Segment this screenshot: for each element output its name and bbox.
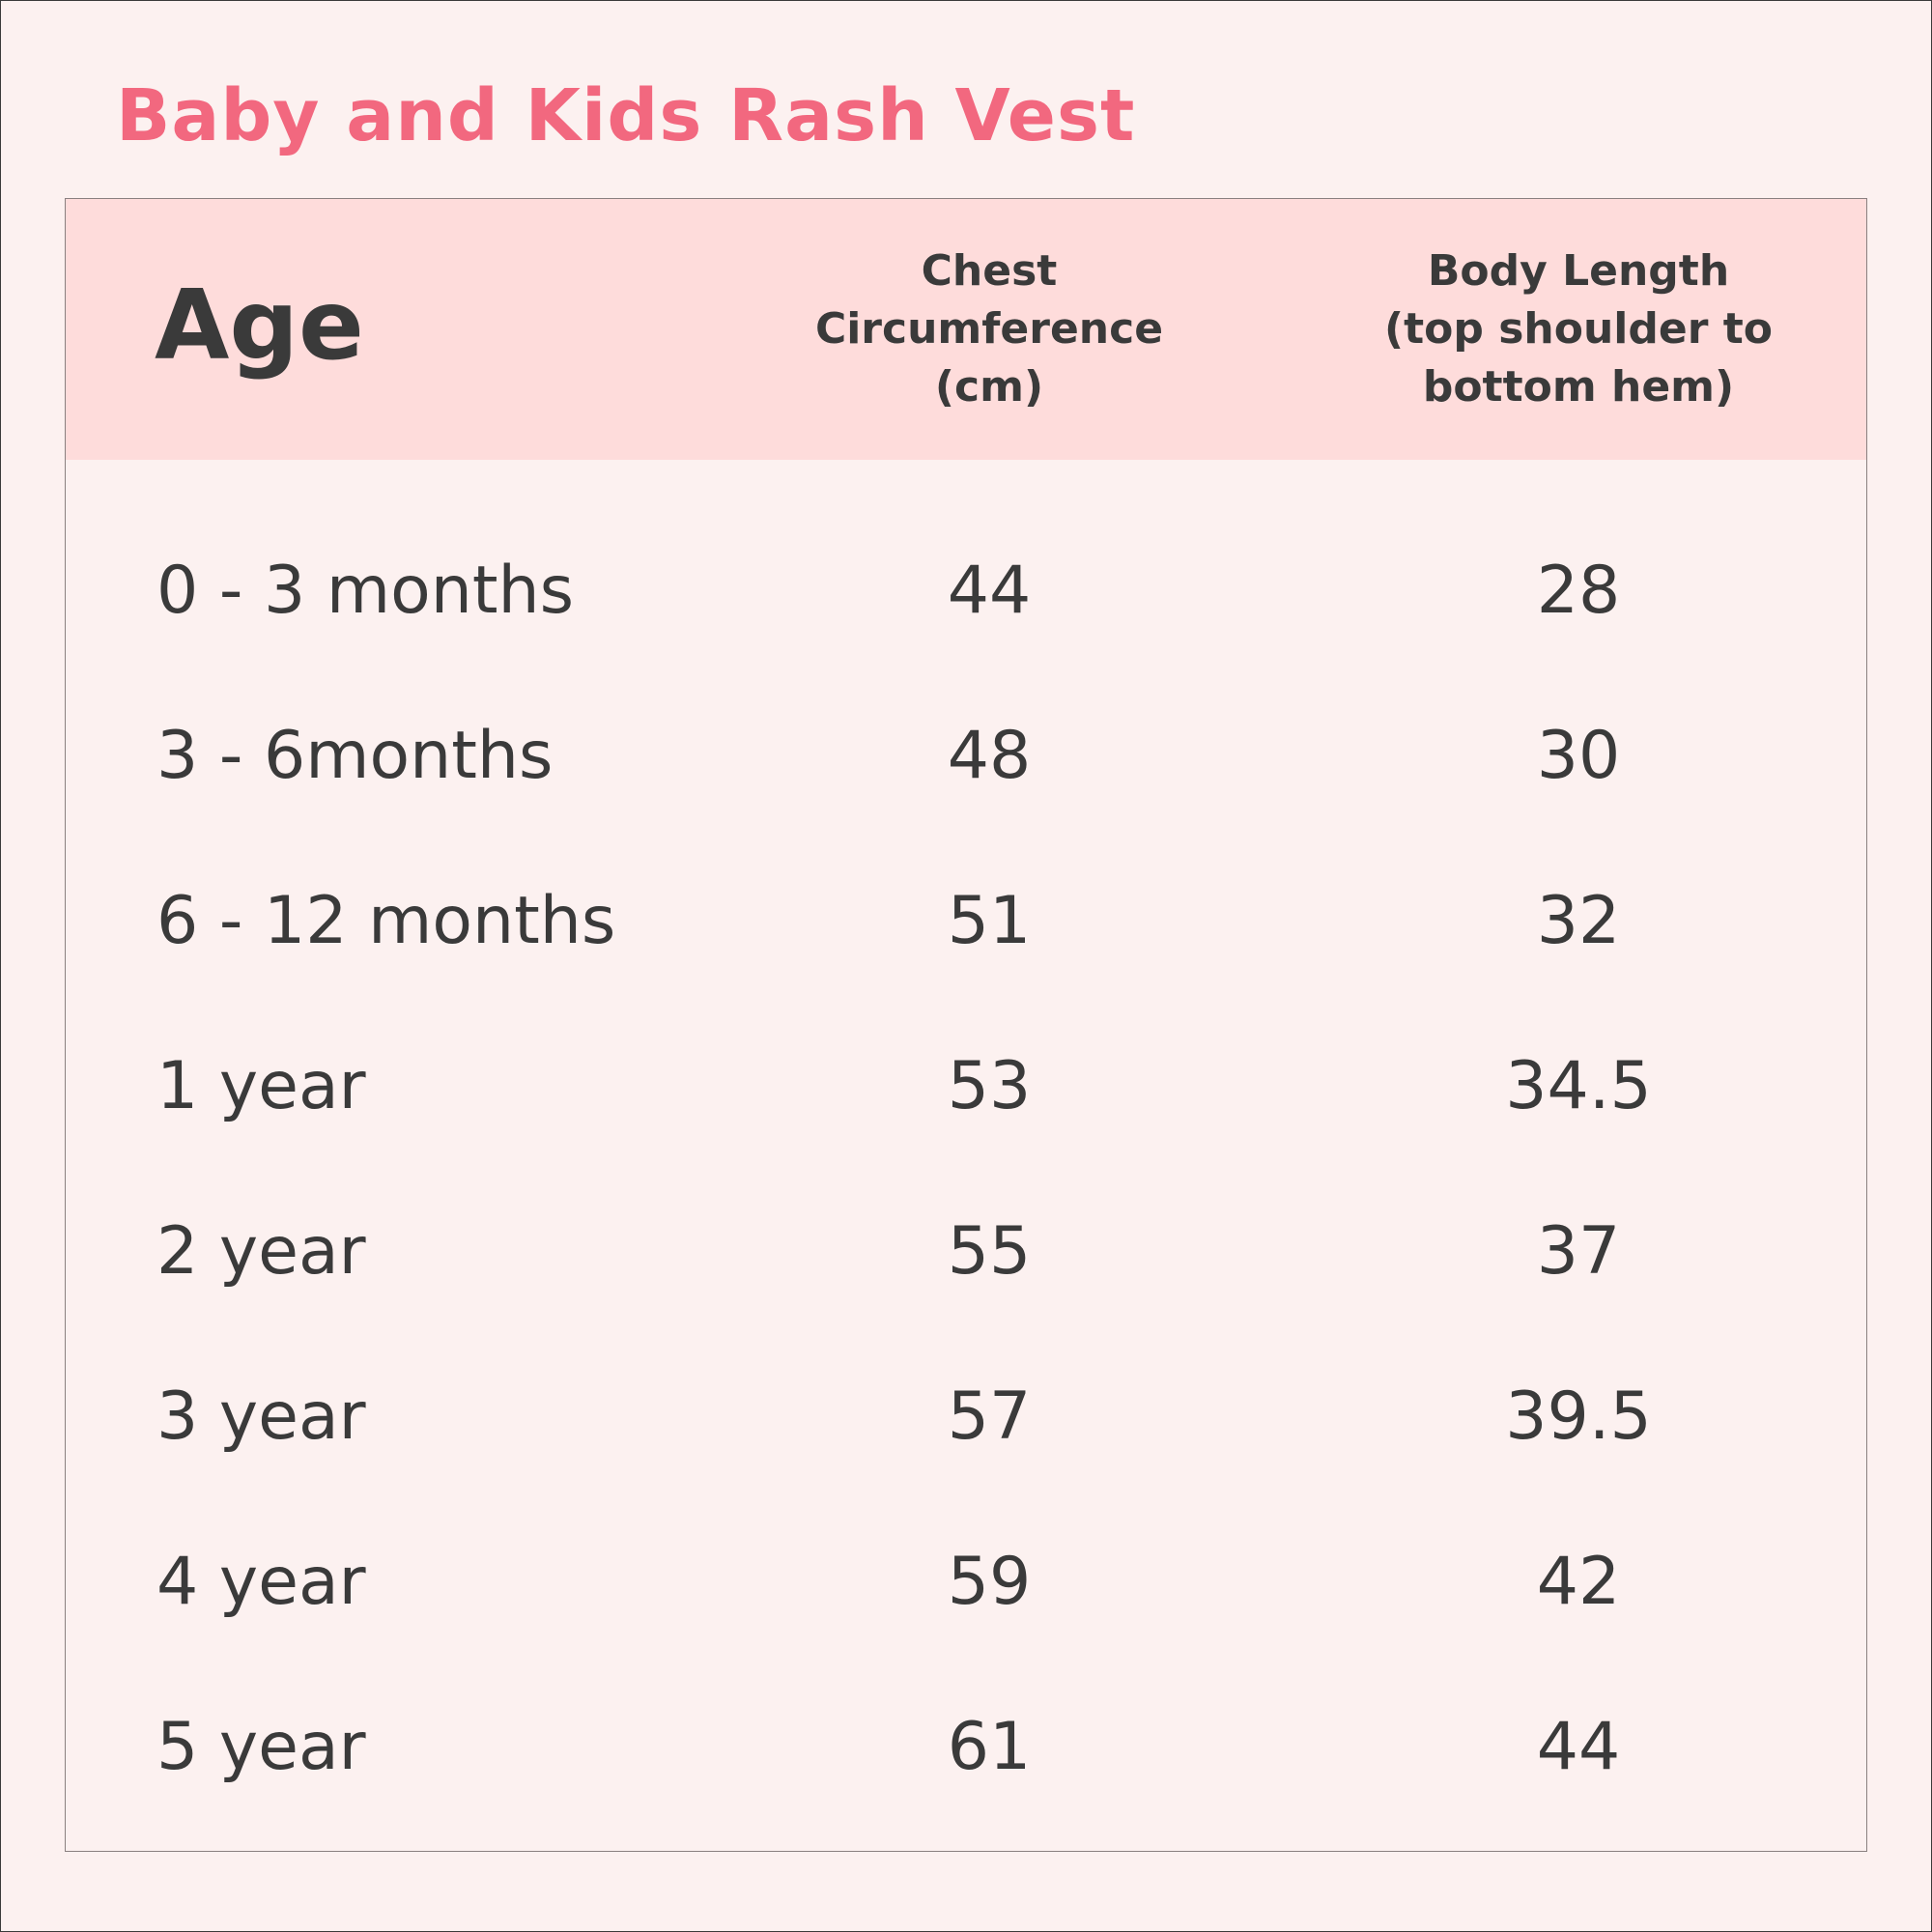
table-row: 0 - 3 months 44 28: [66, 508, 1866, 673]
cell-chest: 53: [947, 1048, 1032, 1124]
cell-age: 3 year: [156, 1378, 366, 1455]
cell-body-length: 37: [1536, 1213, 1621, 1290]
cell-chest: 57: [947, 1378, 1032, 1455]
cell-age: 5 year: [156, 1709, 366, 1785]
header-age: Age: [155, 269, 364, 382]
table-row: 2 year 55 37: [66, 1169, 1866, 1334]
header-body-length: Body Length (top shoulder to bottom hem): [1337, 199, 1820, 460]
header-chest-circumference: Chest Circumference (cm): [757, 199, 1221, 460]
cell-body-length: 30: [1536, 718, 1621, 794]
table-body: 0 - 3 months 44 28 3 - 6months 48 30 6 -…: [66, 460, 1866, 1830]
table-row: 1 year 53 34.5: [66, 1004, 1866, 1169]
cell-body-length: 32: [1536, 883, 1621, 959]
cell-body-length: 44: [1536, 1709, 1621, 1785]
header-body-label: Body Length (top shoulder to bottom hem): [1384, 246, 1773, 412]
cell-body-length: 42: [1536, 1544, 1621, 1620]
cell-chest: 44: [947, 553, 1032, 629]
cell-age: 3 - 6months: [156, 718, 554, 794]
table-row: 6 - 12 months 51 32: [66, 838, 1866, 1004]
table-row: 5 year 61 44: [66, 1664, 1866, 1830]
cell-age: 6 - 12 months: [156, 883, 616, 959]
table-row: 3 - 6months 48 30: [66, 673, 1866, 838]
table-header-row: Age Chest Circumference (cm) Body Length…: [66, 199, 1866, 460]
cell-body-length: 28: [1536, 553, 1621, 629]
cell-age: 4 year: [156, 1544, 366, 1620]
cell-chest: 48: [947, 718, 1032, 794]
cell-chest: 55: [947, 1213, 1032, 1290]
cell-age: 0 - 3 months: [156, 553, 575, 629]
page-title: Baby and Kids Rash Vest: [116, 74, 1136, 157]
cell-body-length: 39.5: [1505, 1378, 1652, 1455]
table-row: 3 year 57 39.5: [66, 1334, 1866, 1499]
size-chart-table: Age Chest Circumference (cm) Body Length…: [65, 198, 1867, 1852]
table-row: 4 year 59 42: [66, 1499, 1866, 1664]
cell-age: 2 year: [156, 1213, 366, 1290]
cell-chest: 61: [947, 1709, 1032, 1785]
cell-chest: 51: [947, 883, 1032, 959]
cell-body-length: 34.5: [1505, 1048, 1652, 1124]
header-chest-label: Chest Circumference (cm): [814, 246, 1164, 412]
cell-age: 1 year: [156, 1048, 366, 1124]
cell-chest: 59: [947, 1544, 1032, 1620]
